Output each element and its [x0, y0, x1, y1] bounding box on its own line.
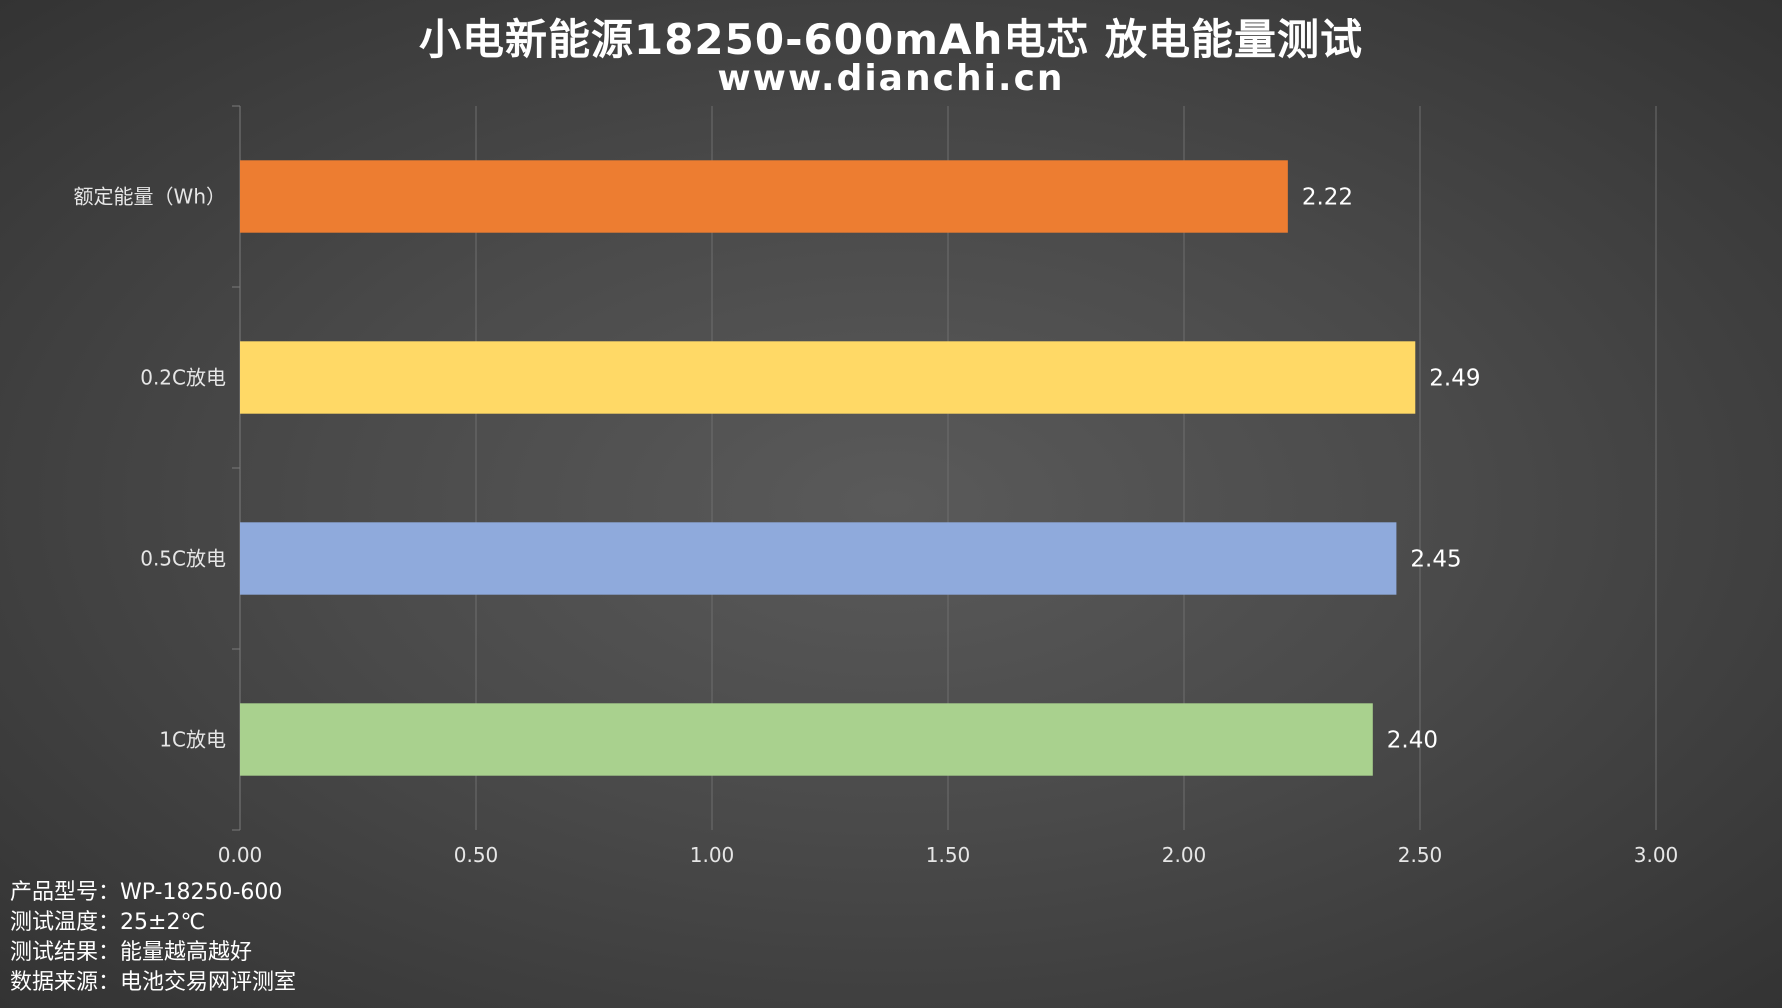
note-temperature: 测试温度：25±2℃ [10, 910, 206, 935]
x-tick-label: 0.00 [218, 843, 263, 867]
note-source: 数据来源：电池交易网评测室 [10, 970, 297, 995]
chart-notes: 产品型号：WP-18250-600 测试温度：25±2℃ 测试结果：能量越高越好… [10, 878, 296, 998]
data-label: 2.22 [1302, 185, 1353, 211]
x-tick-label: 2.50 [1398, 843, 1443, 867]
category-label: 额定能量（Wh） [74, 185, 226, 209]
data-label: 2.45 [1410, 547, 1461, 573]
x-tick-label: 0.50 [454, 843, 499, 867]
bar [240, 522, 1397, 595]
data-label: 2.40 [1387, 728, 1438, 754]
x-tick-label: 1.50 [926, 843, 971, 867]
data-label: 2.49 [1429, 366, 1480, 392]
category-label: 0.2C放电 [140, 366, 226, 390]
x-tick-label: 1.00 [690, 843, 735, 867]
note-model: 产品型号：WP-18250-600 [10, 880, 283, 905]
category-label: 0.5C放电 [140, 547, 226, 571]
bar [240, 341, 1416, 414]
bar [240, 160, 1288, 233]
chart-title: 小电新能源18250-600mAh电芯 放电能量测试 [418, 15, 1363, 64]
bar [240, 703, 1373, 776]
chart-subtitle: www.dianchi.cn [717, 58, 1065, 99]
category-label: 1C放电 [159, 728, 226, 752]
x-tick-label: 3.00 [1634, 843, 1679, 867]
note-result: 测试结果：能量越高越好 [10, 940, 253, 965]
x-tick-label: 2.00 [1162, 843, 1207, 867]
